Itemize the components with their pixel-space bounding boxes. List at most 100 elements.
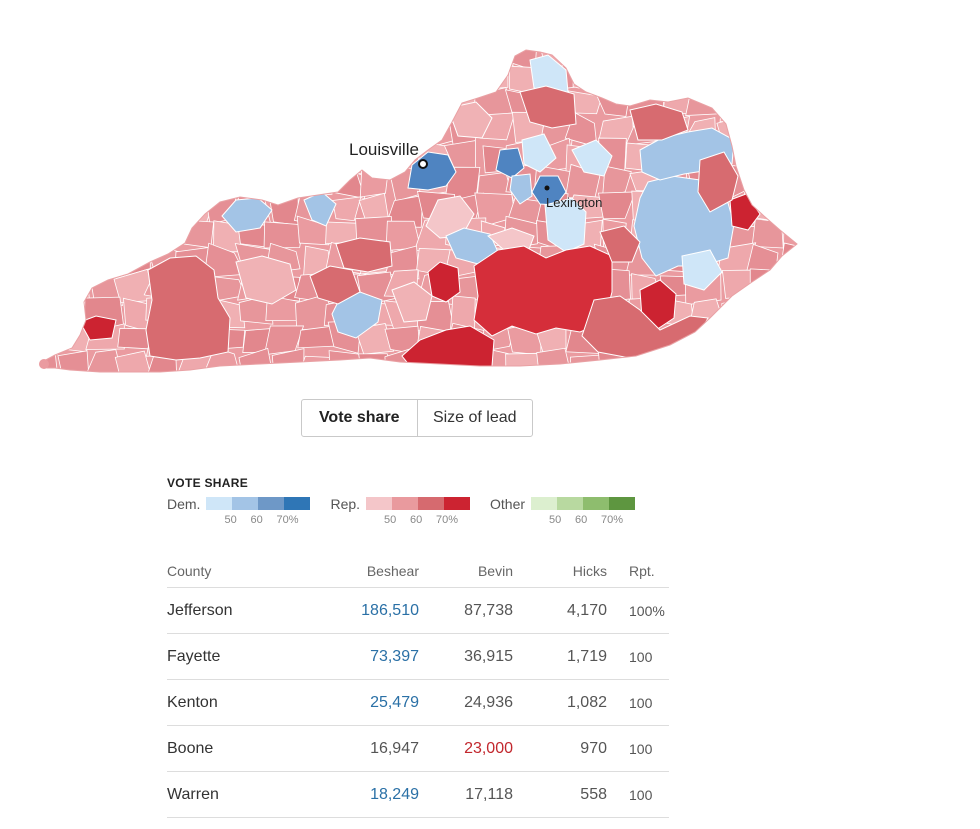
county-shape [475, 380, 514, 390]
column-header-beshear: Beshear [317, 563, 419, 588]
county-shape [775, 93, 797, 119]
table-row[interactable]: Warren 18,249 17,118 558 100 [167, 771, 669, 818]
county-shape [144, 193, 184, 226]
county-shape [511, 379, 545, 390]
county-shape [566, 381, 605, 390]
county-shape [153, 66, 178, 95]
county-east-lightblue[interactable] [681, 249, 723, 291]
county-shape [297, 376, 336, 390]
county-shape [264, 86, 303, 120]
legend-swatch [583, 497, 610, 510]
county-shape [263, 221, 305, 249]
county-shape [301, 139, 331, 174]
legend-swatch [284, 497, 311, 510]
table-row[interactable]: Boone 16,947 23,000 970 100 [167, 725, 669, 772]
county-shape [59, 195, 94, 226]
county-shape [774, 273, 797, 301]
county-fayette[interactable] [531, 175, 567, 206]
size-of-lead-button[interactable]: Size of lead [416, 400, 533, 436]
county-shape [745, 299, 782, 332]
county-west-dark[interactable] [145, 255, 231, 361]
county-shape [779, 242, 797, 276]
county-shape [721, 269, 756, 299]
beshear-votes-cell: 186,510 [317, 587, 419, 634]
county-shape [535, 374, 575, 390]
county-fulton-red[interactable] [79, 315, 117, 341]
hicks-votes-cell: 558 [513, 771, 607, 818]
table-row[interactable]: Kenton 25,479 24,936 1,082 100 [167, 679, 669, 726]
county-shape [89, 251, 121, 272]
county-north-dark[interactable] [519, 85, 577, 129]
table-row[interactable]: Jefferson 186,510 87,738 4,170 100% [167, 587, 669, 634]
county-hardin-light[interactable] [425, 195, 475, 239]
county-shape [332, 196, 362, 222]
county-west-central-dark[interactable] [309, 265, 361, 305]
county-shape [744, 50, 786, 68]
reporting-cell: 100 [607, 771, 669, 818]
county-name-cell: Kenton [167, 679, 317, 726]
county-shape [475, 60, 509, 91]
bevin-votes-cell: 87,738 [419, 587, 513, 634]
county-light-mid[interactable] [391, 281, 433, 323]
county-shape [151, 163, 186, 197]
county-shape [61, 166, 90, 201]
county-shape [749, 268, 786, 305]
county-red-west-central[interactable] [427, 261, 461, 303]
reporting-cell: 100% [607, 587, 669, 634]
county-scott-blue[interactable] [521, 133, 557, 173]
county-shape [266, 50, 306, 71]
county-shape [27, 374, 59, 390]
bevin-votes-cell: 23,000 [419, 725, 513, 772]
county-west-central-dark-2[interactable] [335, 237, 393, 273]
county-shape [113, 168, 155, 203]
hicks-votes-cell: 1,082 [513, 679, 607, 726]
county-northeast-dark[interactable] [629, 103, 689, 141]
county-pike-red[interactable] [729, 193, 761, 231]
county-shape [691, 50, 719, 67]
county-shape [42, 60, 60, 96]
county-shape [175, 139, 215, 171]
county-shape [145, 381, 186, 390]
county-shape [775, 173, 797, 196]
county-shape [86, 189, 125, 226]
county-shape [776, 113, 797, 150]
legend-tick: 50 [224, 514, 237, 526]
county-shape [361, 378, 388, 390]
county-shape [84, 222, 126, 247]
county-shape [293, 50, 330, 69]
vote-share-legend: VOTE SHARE Dem. 50 60 70% Rep. 50 60 70% [167, 476, 667, 526]
vote-share-button[interactable]: Vote share [318, 409, 400, 426]
county-shape [362, 89, 395, 124]
beshear-votes-cell: 16,947 [317, 725, 419, 772]
county-shape [751, 218, 784, 249]
county-boyd-dark[interactable] [697, 151, 739, 213]
county-henderson[interactable] [221, 197, 273, 233]
county-shape [60, 94, 93, 124]
legend-tick: 70% [436, 514, 459, 526]
county-bourbon-blue[interactable] [571, 139, 613, 177]
county-woodford-blue[interactable] [509, 173, 533, 205]
county-shape [84, 89, 122, 124]
legend-tick: 50 [549, 514, 562, 526]
column-header-rpt: Rpt. [607, 563, 669, 588]
county-shape [56, 50, 94, 69]
county-shape [781, 374, 811, 390]
county-central-light[interactable] [544, 197, 587, 253]
legend-tick: 50 [384, 514, 397, 526]
county-light-north[interactable] [447, 101, 493, 139]
county-franklin[interactable] [495, 147, 525, 179]
county-shape [744, 87, 785, 122]
county-clay-dark[interactable] [599, 225, 641, 263]
county-shape [143, 114, 180, 148]
county-shape [236, 64, 269, 90]
county-shape [657, 350, 694, 372]
county-shape [204, 115, 246, 150]
county-name-cell: Warren [167, 771, 317, 818]
table-row[interactable]: Fayette 73,397 36,915 1,719 100 [167, 633, 669, 680]
county-light-sw[interactable] [235, 255, 297, 305]
county-shape [779, 323, 797, 348]
legend-tick: 70% [276, 514, 299, 526]
county-shape [269, 196, 299, 226]
county-shape [152, 85, 185, 125]
county-shape [686, 382, 720, 390]
